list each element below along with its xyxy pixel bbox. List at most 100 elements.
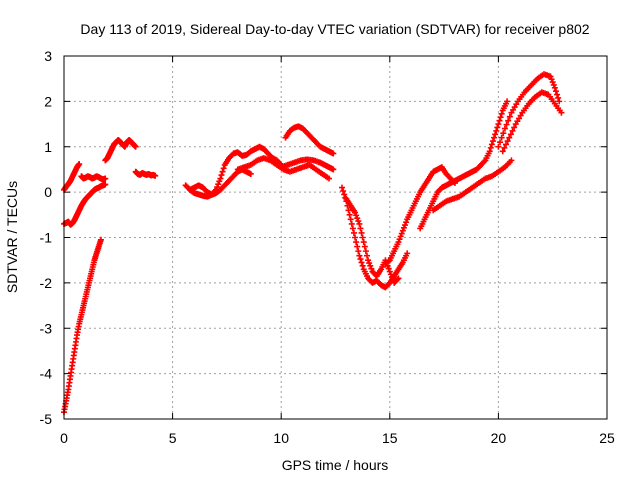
data-point-interp (291, 167, 298, 174)
data-point-interp (500, 130, 507, 137)
data-point-interp (151, 172, 158, 179)
data-point-interp (497, 139, 504, 146)
data-point-interp (532, 77, 539, 84)
data-point-interp (289, 160, 296, 167)
data-point-interp (353, 212, 360, 219)
data-point-interp (361, 243, 368, 250)
data-point-interp (366, 260, 373, 267)
x-axis-label: GPS time / hours (282, 457, 389, 473)
data-point-interp (202, 186, 209, 193)
data-point-interp (245, 150, 252, 157)
data-point-interp (498, 110, 505, 117)
data-point-interp (496, 117, 503, 124)
data-point-interp (354, 215, 361, 222)
data-point (352, 234, 359, 241)
data-point (360, 239, 367, 246)
data-point (347, 216, 354, 223)
data-point-interp (519, 91, 526, 98)
data-point (499, 148, 506, 155)
data-point-interp (397, 233, 404, 240)
data-point-interp (377, 267, 384, 274)
data-point-interp (236, 151, 243, 158)
data-point-interp (545, 72, 552, 79)
data-point-interp (66, 376, 73, 383)
data-point-interp (362, 248, 369, 255)
data-point-interp (211, 187, 218, 194)
data-point-interp (506, 113, 513, 120)
chart-title: Day 113 of 2019, Sidereal Day-to-day VTE… (80, 21, 589, 37)
y-tick-label: -5 (40, 411, 53, 427)
data-point-interp (228, 152, 235, 159)
data-point-interp (445, 173, 452, 180)
data-point-interp (329, 149, 336, 156)
data-point-interp (398, 230, 405, 237)
data-point-interp (506, 159, 513, 166)
data-point-interp (403, 252, 410, 259)
data-point-interp (363, 273, 370, 280)
data-point-interp (507, 131, 514, 138)
data-point-interp (367, 262, 374, 269)
data-point-interp (416, 191, 423, 198)
series-7 (186, 143, 285, 198)
data-point-interp (548, 76, 555, 83)
data-point-interp (448, 196, 455, 203)
data-point-interp (210, 189, 217, 196)
data-point-interp (357, 225, 364, 232)
data-point-interp (549, 79, 556, 86)
data-point-interp (475, 164, 482, 171)
data-point-interp (349, 225, 356, 232)
data-point-interp (252, 158, 259, 165)
data-point-interp (348, 220, 355, 227)
data-point-interp (556, 107, 563, 114)
data-point-interp (550, 98, 557, 105)
data-point-interp (387, 271, 394, 278)
data-point-interp (69, 362, 76, 369)
data-point-interp (357, 256, 364, 263)
data-point-interp (543, 91, 550, 98)
data-point-interp (75, 323, 82, 330)
data-point-interp (398, 261, 405, 268)
data-point-interp (429, 200, 436, 207)
data-point (501, 125, 508, 132)
data-point-interp (420, 218, 427, 225)
y-tick-label: -2 (40, 275, 53, 291)
data-point-interp (505, 117, 512, 124)
data-point-interp (215, 181, 222, 188)
x-tick-label: 5 (169, 430, 177, 446)
data-point-interp (384, 282, 391, 289)
data-point (551, 84, 558, 91)
data-point-interp (228, 175, 235, 182)
data-point-interp (424, 177, 431, 184)
y-tick-label: -3 (40, 320, 53, 336)
data-point (506, 134, 513, 141)
data-point-interp (461, 190, 468, 197)
data-point-interp (329, 165, 336, 172)
data-point-interp (355, 218, 362, 225)
x-tick-label: 15 (382, 430, 398, 446)
data-point-interp (345, 207, 352, 214)
axis-ticks: 0 5 10 15 20 25 -5 -4 -3 -2 -1 0 1 2 3 (40, 48, 615, 446)
series-15 (430, 157, 515, 214)
data-point-interp (394, 267, 401, 274)
data-point-interp (402, 222, 409, 229)
data-point-interp (306, 132, 313, 139)
data-point (356, 220, 363, 227)
data-point-interp (132, 143, 139, 150)
data-point-interp (73, 335, 80, 342)
data-point-interp (101, 175, 108, 182)
series-8 (234, 155, 332, 182)
data-point-interp (358, 259, 365, 266)
series-3 (78, 173, 109, 183)
data-point-interp (487, 173, 494, 180)
data-point (495, 121, 502, 128)
data-point (339, 184, 346, 191)
data-point-interp (485, 150, 492, 157)
data-point-interp (97, 238, 104, 245)
data-point-interp (84, 286, 91, 293)
data-point-interp (492, 131, 499, 138)
data-point (399, 227, 406, 234)
data-point-interp (64, 389, 71, 396)
data-point-interp (504, 138, 511, 145)
y-tick-label: 0 (44, 184, 52, 200)
